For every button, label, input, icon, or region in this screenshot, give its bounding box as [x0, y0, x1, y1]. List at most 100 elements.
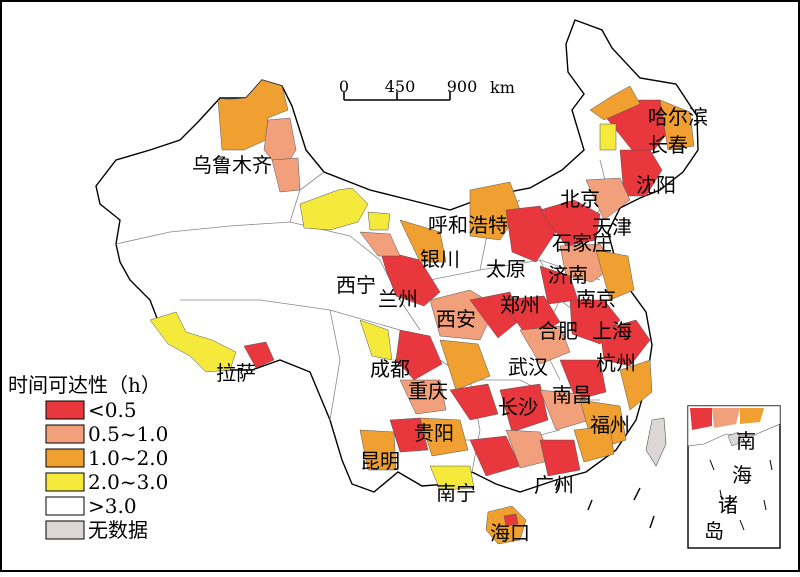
- inset-label-char: 南: [736, 429, 756, 453]
- accessibility-patch: [359, 319, 393, 361]
- city-label: 沈阳: [636, 173, 676, 197]
- legend-label: <0.5: [88, 398, 137, 422]
- city-label: 杭州: [596, 351, 636, 375]
- accessibility-patch: [712, 408, 740, 428]
- south-china-sea-inset: [687, 405, 781, 549]
- city-label: 石家庄: [552, 231, 612, 255]
- scale-tick-label: 0: [339, 77, 349, 96]
- accessibility-patch: [589, 85, 641, 121]
- city-label: 济南: [548, 263, 588, 287]
- legend-label: 无数据: [88, 518, 148, 542]
- sea-boundary-dashes: [555, 479, 655, 529]
- accessibility-patch: [740, 408, 764, 424]
- accessibility-patch: [595, 249, 635, 301]
- legend-swatch: [45, 400, 85, 420]
- accessibility-patch: [539, 199, 601, 247]
- city-label: 海口: [490, 521, 530, 545]
- legend-swatch: [45, 496, 85, 516]
- accessibility-patch: [217, 79, 289, 151]
- accessibility-patch: [399, 219, 447, 263]
- legend-swatch: [45, 424, 85, 444]
- legend-label: 2.0~3.0: [88, 470, 168, 494]
- city-label: 福州: [590, 413, 630, 437]
- accessibility-patch: [243, 341, 275, 369]
- scale-tick-label: 450: [385, 77, 416, 96]
- city-label: 南京: [576, 287, 616, 311]
- accessibility-patch: [690, 408, 712, 430]
- accessibility-patch: [585, 177, 631, 221]
- accessibility-patch: [599, 123, 617, 151]
- city-label: 成都: [370, 357, 410, 381]
- city-label: 昆明: [360, 449, 400, 473]
- accessibility-patch: [659, 99, 695, 151]
- city-label: 长春: [648, 133, 688, 157]
- city-label: 广州: [534, 473, 574, 497]
- city-label: 上海: [592, 319, 632, 343]
- city-label: 兰州: [378, 287, 418, 311]
- accessibility-patch: [367, 211, 391, 231]
- city-label: 南宁: [436, 481, 476, 505]
- scale-unit: km: [490, 78, 515, 97]
- accessibility-patch: [573, 425, 615, 463]
- scale-labels: 0 450 900 km: [339, 77, 515, 97]
- city-label: 哈尔滨: [648, 105, 708, 129]
- city-label: 西安: [436, 307, 476, 331]
- inset-label-char: 岛: [704, 519, 724, 543]
- accessibility-patch: [439, 339, 491, 391]
- city-label: 乌鲁木齐: [192, 153, 272, 177]
- legend-label: 1.0~2.0: [88, 446, 168, 470]
- accessibility-patch: [429, 465, 475, 491]
- city-label: 郑州: [500, 293, 540, 317]
- accessibility-patch: [419, 417, 469, 457]
- city-label: 西宁: [336, 273, 376, 297]
- inset-label-char: 海: [732, 463, 752, 487]
- scale-bar: [343, 92, 451, 101]
- city-label: 武汉: [508, 355, 548, 379]
- inset-dashes: [709, 459, 773, 531]
- legend-swatch: [45, 448, 85, 468]
- accessibility-patch: [499, 383, 549, 433]
- accessibility-patch: [299, 187, 369, 231]
- accessibility-patch: [389, 417, 429, 453]
- accessibility-patch: [271, 157, 301, 193]
- city-label: 拉萨: [216, 361, 256, 385]
- accessibility-patch: [559, 359, 607, 401]
- accessibility-patch: [619, 359, 653, 411]
- accessibility-patch: [359, 231, 401, 257]
- accessibility-patch: [519, 325, 571, 365]
- city-label: 重庆: [408, 379, 448, 403]
- legend-swatch: [45, 520, 85, 540]
- legend-swatch: [45, 472, 85, 492]
- accessibility-patch: [395, 329, 443, 381]
- city-label: 天津: [592, 215, 632, 239]
- taiwan-no-data: [645, 417, 667, 467]
- city-label: 太原: [486, 257, 526, 281]
- inset-label-char: 诸: [718, 493, 738, 517]
- legend-title: 时间可达性（h）: [8, 373, 161, 397]
- accessibility-patch: [539, 439, 581, 477]
- accessibility-patch: [399, 379, 447, 415]
- scale-tick-label: 900: [447, 77, 478, 96]
- city-label: 银川: [420, 247, 460, 271]
- city-label: 南昌: [552, 383, 592, 407]
- accessibility-patches: [149, 79, 695, 545]
- accessibility-patch: [449, 383, 499, 421]
- city-label: 合肥: [538, 319, 578, 343]
- legend-label: >3.0: [88, 494, 137, 518]
- accessibility-patch: [359, 429, 397, 471]
- accessibility-patch: [505, 205, 557, 263]
- city-label: 长沙: [498, 395, 538, 419]
- city-label: 呼和浩特: [428, 213, 508, 237]
- city-label: 北京: [560, 187, 600, 211]
- city-label: 贵阳: [414, 421, 454, 445]
- accessibility-patch: [149, 311, 237, 373]
- accessibility-patch: [503, 513, 519, 527]
- accessibility-patch: [599, 319, 651, 367]
- legend-label: 0.5~1.0: [88, 422, 168, 446]
